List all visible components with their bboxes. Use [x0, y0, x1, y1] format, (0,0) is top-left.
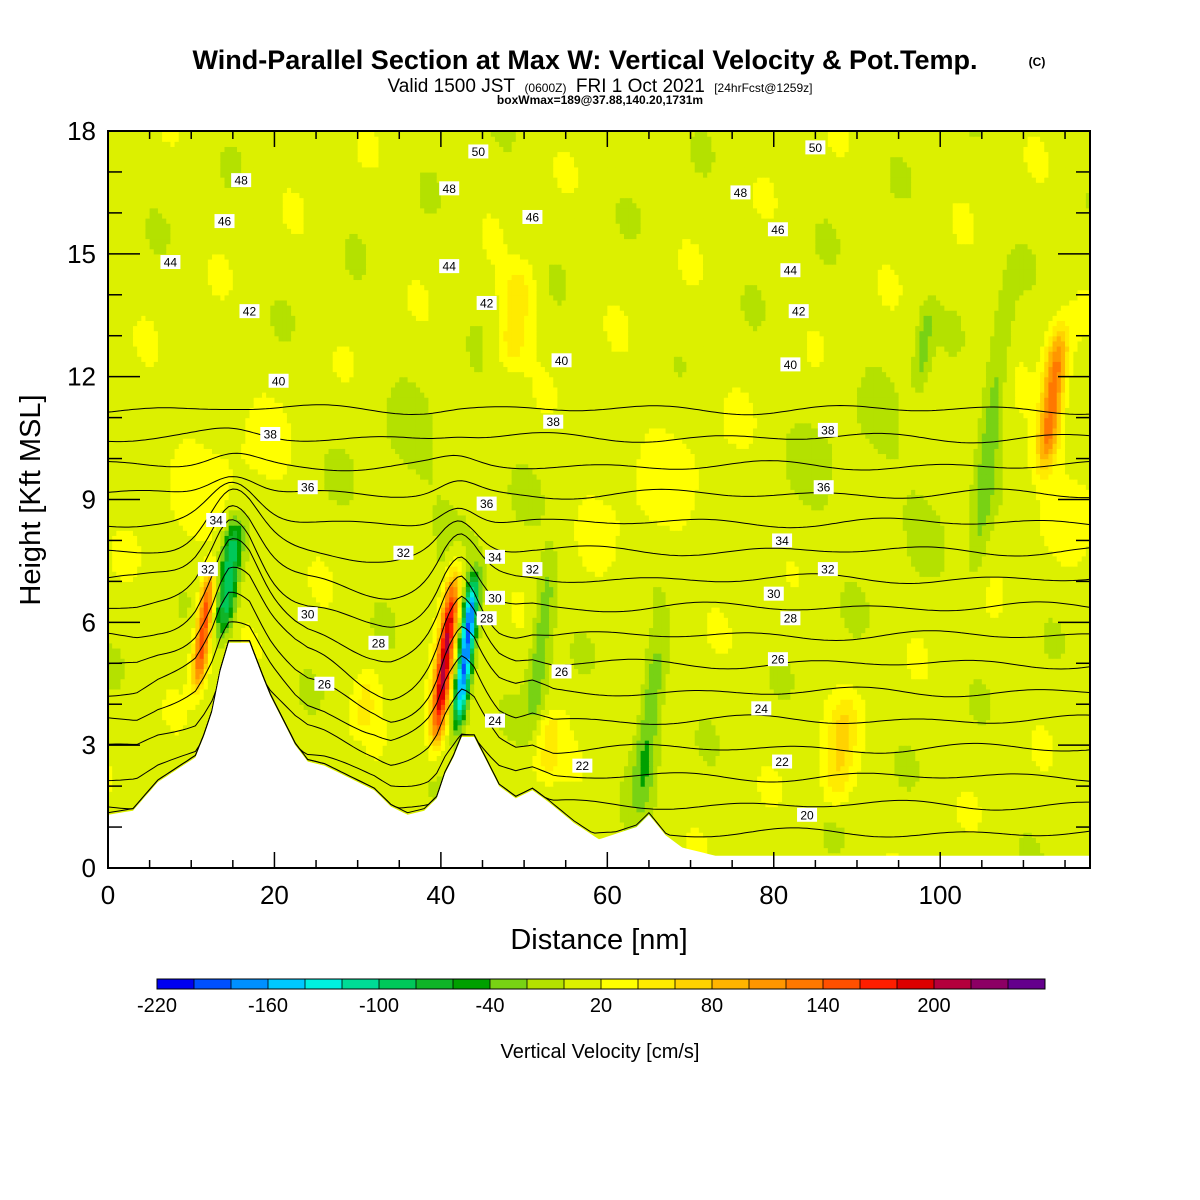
colorbar-swatch: [971, 979, 1009, 989]
y-tick-label: 6: [82, 607, 96, 637]
isentrope-label: 46: [215, 214, 235, 229]
colorbar-swatch: [268, 979, 306, 989]
isentrope-label: 36: [814, 480, 834, 495]
colorbar-tick-label: 200: [917, 995, 950, 1017]
isentrope-label: 38: [818, 423, 838, 438]
isentrope-label: 36: [477, 497, 497, 512]
colorbar-swatch: [379, 979, 417, 989]
isentrope-label: 50: [805, 140, 825, 155]
isentrope-label: 26: [552, 664, 572, 679]
colorbar-swatch: [157, 979, 195, 989]
isentrope-label: 36: [298, 480, 318, 495]
colorbar-tick-label: 20: [590, 995, 612, 1017]
colorbar-swatch: [897, 979, 935, 989]
isentrope-label: 32: [818, 562, 838, 577]
colorbar-tick-label: 140: [806, 995, 839, 1017]
isentrope-label: 32: [522, 562, 542, 577]
isentrope-label: 42: [239, 304, 259, 319]
colorbar-swatch: [416, 979, 454, 989]
subtitle-forecast: [24hrFcst@1259z]: [714, 81, 812, 95]
isentrope-label: 46: [768, 222, 788, 237]
colorbar-tick-label: 80: [701, 995, 723, 1017]
colorbar-swatch: [564, 979, 602, 989]
colorbar-swatch: [490, 979, 528, 989]
isentrope-label: 48: [231, 173, 251, 188]
x-tick-label: 40: [426, 880, 455, 910]
title-copyright-mark: (C): [1029, 55, 1046, 69]
colorbar-swatch: [786, 979, 824, 989]
colorbar-swatch: [712, 979, 750, 989]
y-tick-label: 15: [67, 239, 96, 269]
colorbar-swatch: [934, 979, 972, 989]
isentrope-label: 28: [368, 636, 388, 651]
x-tick-label: 20: [260, 880, 289, 910]
colorbar-tick-label: -220: [137, 995, 177, 1017]
x-axis-label: Distance [nm]: [510, 924, 687, 956]
colorbar-swatch: [601, 979, 639, 989]
isentrope-label: 22: [572, 759, 592, 774]
isentrope-label: 44: [439, 259, 459, 274]
isentrope-label: 32: [393, 546, 413, 561]
y-tick-label: 3: [82, 730, 96, 760]
colorbar-swatch: [194, 979, 232, 989]
colorbar-swatch: [1008, 979, 1046, 989]
subtitle-box: boxWmax=189@37.88,140.20,1731m: [497, 93, 703, 107]
chart-title: Wind-Parallel Section at Max W: Vertical…: [193, 45, 978, 75]
isentrope-label: 44: [780, 263, 800, 278]
isentrope-label: 30: [764, 587, 784, 602]
isentrope-label: 24: [485, 714, 505, 729]
isentrope-label: 34: [772, 533, 792, 548]
isentrope-label: 34: [485, 550, 505, 565]
y-tick-label: 0: [82, 853, 96, 883]
isentrope-label: 30: [485, 591, 505, 606]
isentrope-label: 28: [477, 611, 497, 626]
isentrope-label: 24: [751, 701, 771, 716]
isentrope-label: 38: [543, 415, 563, 430]
isentrope-label: 26: [314, 677, 334, 692]
isentrope-label: 46: [522, 210, 542, 225]
x-tick-label: 80: [759, 880, 788, 910]
colorbar-swatch: [231, 979, 269, 989]
isentrope-label: 20: [797, 808, 817, 823]
y-tick-label: 12: [67, 362, 96, 392]
x-tick-label: 60: [593, 880, 622, 910]
colorbar-swatch: [453, 979, 491, 989]
x-tick-label: 100: [919, 880, 962, 910]
isentrope-label: 42: [789, 304, 809, 319]
colorbar-swatch: [342, 979, 380, 989]
colorbar-swatch: [305, 979, 343, 989]
colorbar-tick-label: -100: [359, 995, 399, 1017]
colorbar-swatch: [675, 979, 713, 989]
isentrope-label: 40: [269, 374, 289, 389]
isentrope-label: 48: [730, 185, 750, 200]
isentrope-label: 32: [198, 562, 218, 577]
x-tick-label: 0: [101, 880, 115, 910]
isentrope-label: 40: [780, 357, 800, 372]
isentrope-label: 34: [206, 513, 226, 528]
colorbar-swatch: [860, 979, 898, 989]
isentrope-label: 30: [298, 607, 318, 622]
isentrope-label: 42: [477, 296, 497, 311]
colorbar-swatch: [749, 979, 787, 989]
y-tick-label: 18: [67, 116, 96, 146]
cross-section-chart: Wind-Parallel Section at Max W: Vertical…: [0, 0, 1200, 1200]
colorbar-tick-label: -160: [248, 995, 288, 1017]
isentrope-label: 44: [160, 255, 180, 270]
isentrope-label: 22: [772, 755, 792, 770]
isentrope-label: 48: [439, 181, 459, 196]
colorbar-swatch: [527, 979, 565, 989]
isentrope-label: 38: [260, 427, 280, 442]
y-axis-label: Height [Kft MSL]: [15, 394, 47, 605]
isentrope-label: 50: [468, 144, 488, 159]
colorbar-swatch: [823, 979, 861, 989]
isentrope-label: 40: [552, 353, 572, 368]
isentrope-label: 28: [780, 611, 800, 626]
isentrope-label: 26: [768, 652, 788, 667]
colorbar-tick-label: -40: [476, 995, 505, 1017]
colorbar-swatch: [638, 979, 676, 989]
y-tick-label: 9: [82, 485, 96, 515]
colorbar-label: Vertical Velocity [cm/s]: [501, 1041, 700, 1063]
